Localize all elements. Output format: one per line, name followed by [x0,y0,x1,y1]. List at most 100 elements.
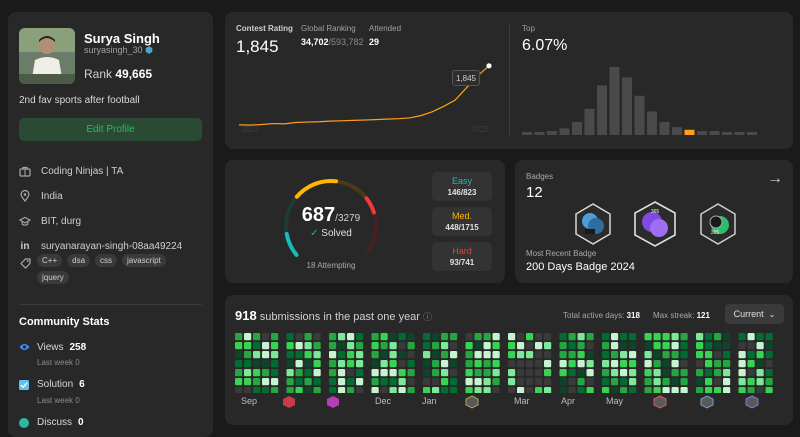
contest-badge-icon[interactable] [282,395,296,409]
heatmap-cell [765,387,773,393]
heatmap-cell [407,387,415,393]
heatmap-cell [295,342,303,350]
heatmap-cell [508,360,516,368]
month-label: Jan [422,396,437,406]
heatmap-cell [423,360,431,368]
heatmap-cell [705,351,713,359]
contest-badge-icon[interactable] [653,395,667,409]
heatmap-cell [559,378,567,386]
heatmap-cell [680,351,688,359]
heatmap-cell [356,369,364,377]
heatmap-cell [653,369,661,377]
heatmap-cell [253,369,261,377]
views-value: 258 [69,342,87,353]
heatmap-cell [586,360,594,368]
heatmap-cell [474,342,482,350]
heatmap-cell [629,351,637,359]
heatmap-cell [544,333,552,341]
heatmap-cell [696,360,704,368]
skill-tag[interactable]: C++ [37,254,63,267]
heatmap-cell [747,369,755,377]
heatmap-cell [398,342,406,350]
heatmap-cell [671,333,679,341]
heatmap-cell [705,333,713,341]
hard-box[interactable]: Hard 93/741 [432,242,492,271]
edit-profile-button[interactable]: Edit Profile [19,118,202,141]
school-text: BIT, durg [41,215,82,227]
heatmap-cell [286,342,294,350]
heatmap-cell [611,351,619,359]
skill-tag[interactable]: dsa [67,254,91,267]
badge-icon[interactable]: 365 [698,202,738,246]
tag-icon [19,257,31,269]
contest-badge-icon[interactable] [465,395,479,409]
heatmap-cell [450,333,458,341]
heatmap-cell [535,387,543,393]
distribution-bar [547,131,557,135]
heatmap-cell [714,351,722,359]
heatmap-cell [407,333,415,341]
lastweek-value: 0 [75,358,80,367]
month-label: May [606,396,624,406]
linkedin-row[interactable]: in suryanarayan-singh-08aa49224 [19,240,183,252]
contest-badge-icon[interactable] [700,395,714,409]
heatmap-cell [432,333,440,341]
heatmap-cell [262,378,270,386]
solved-progress-ring[interactable] [275,174,387,274]
heatmap-cell [508,333,516,341]
avatar[interactable] [19,28,75,84]
heatmap-cell [483,360,491,368]
submission-heatmap[interactable] [235,333,785,393]
heatmap-cell [568,342,576,350]
heatmap-cell [705,387,713,393]
badge-icon[interactable] [573,202,613,246]
heatmap-cell [423,378,431,386]
heatmap-cell [441,378,449,386]
year-start-label: 2023 [241,125,259,134]
distribution-bar [659,121,670,135]
heatmap-cell [714,333,722,341]
badge-icon[interactable]: 365 [632,200,678,248]
heatmap-cell [347,333,355,341]
discuss-label: Discuss [37,417,73,428]
heatmap-cell [517,351,525,359]
rating-line-chart[interactable] [239,62,499,142]
verified-icon: ⬢ [145,45,153,55]
heatmap-cell [714,387,722,393]
heatmap-cell [304,333,312,341]
check-icon: ✓ [310,228,319,239]
heatmap-cell [662,387,670,393]
contest-badge-icon[interactable] [745,395,759,409]
skill-tag[interactable]: css [95,254,118,267]
contest-badge-icon[interactable] [326,395,340,409]
rating-distribution-chart[interactable] [522,67,784,137]
heatmap-cell [423,387,431,393]
heatmap-cell [450,378,458,386]
info-icon[interactable]: ⓘ [423,312,433,322]
period-select[interactable]: Current ⌄ [725,304,784,324]
active-days-value: 318 [626,311,640,320]
linkedin-text[interactable]: suryanarayan-singh-08aa49224 [41,240,183,252]
heatmap-cell [738,360,746,368]
heatmap-cell [653,333,661,341]
arrow-right-icon[interactable]: → [767,170,783,187]
medium-box[interactable]: Med. 448/1715 [432,207,492,236]
heatmap-cell [559,387,567,393]
skill-tag[interactable]: jquery [37,271,69,284]
heatmap-cell [653,351,661,359]
heatmap-cell [329,333,337,341]
heatmap-cell [586,333,594,341]
heatmap-cell [450,360,458,368]
skill-tags: C++ dsa css javascript jquery [37,254,202,284]
month-label: Dec [375,396,392,406]
easy-box[interactable]: Easy 146/823 [432,172,492,201]
heatmap-cell [371,333,379,341]
solution-label: Solution [37,379,74,390]
max-streak: Max streak: 121 [653,311,710,320]
difficulty-arc [294,179,339,199]
skill-tag[interactable]: javascript [122,254,166,267]
heatmap-cell [526,369,534,377]
heatmap-cell [747,342,755,350]
heatmap-cell [450,387,458,393]
heatmap-cell [705,342,713,350]
